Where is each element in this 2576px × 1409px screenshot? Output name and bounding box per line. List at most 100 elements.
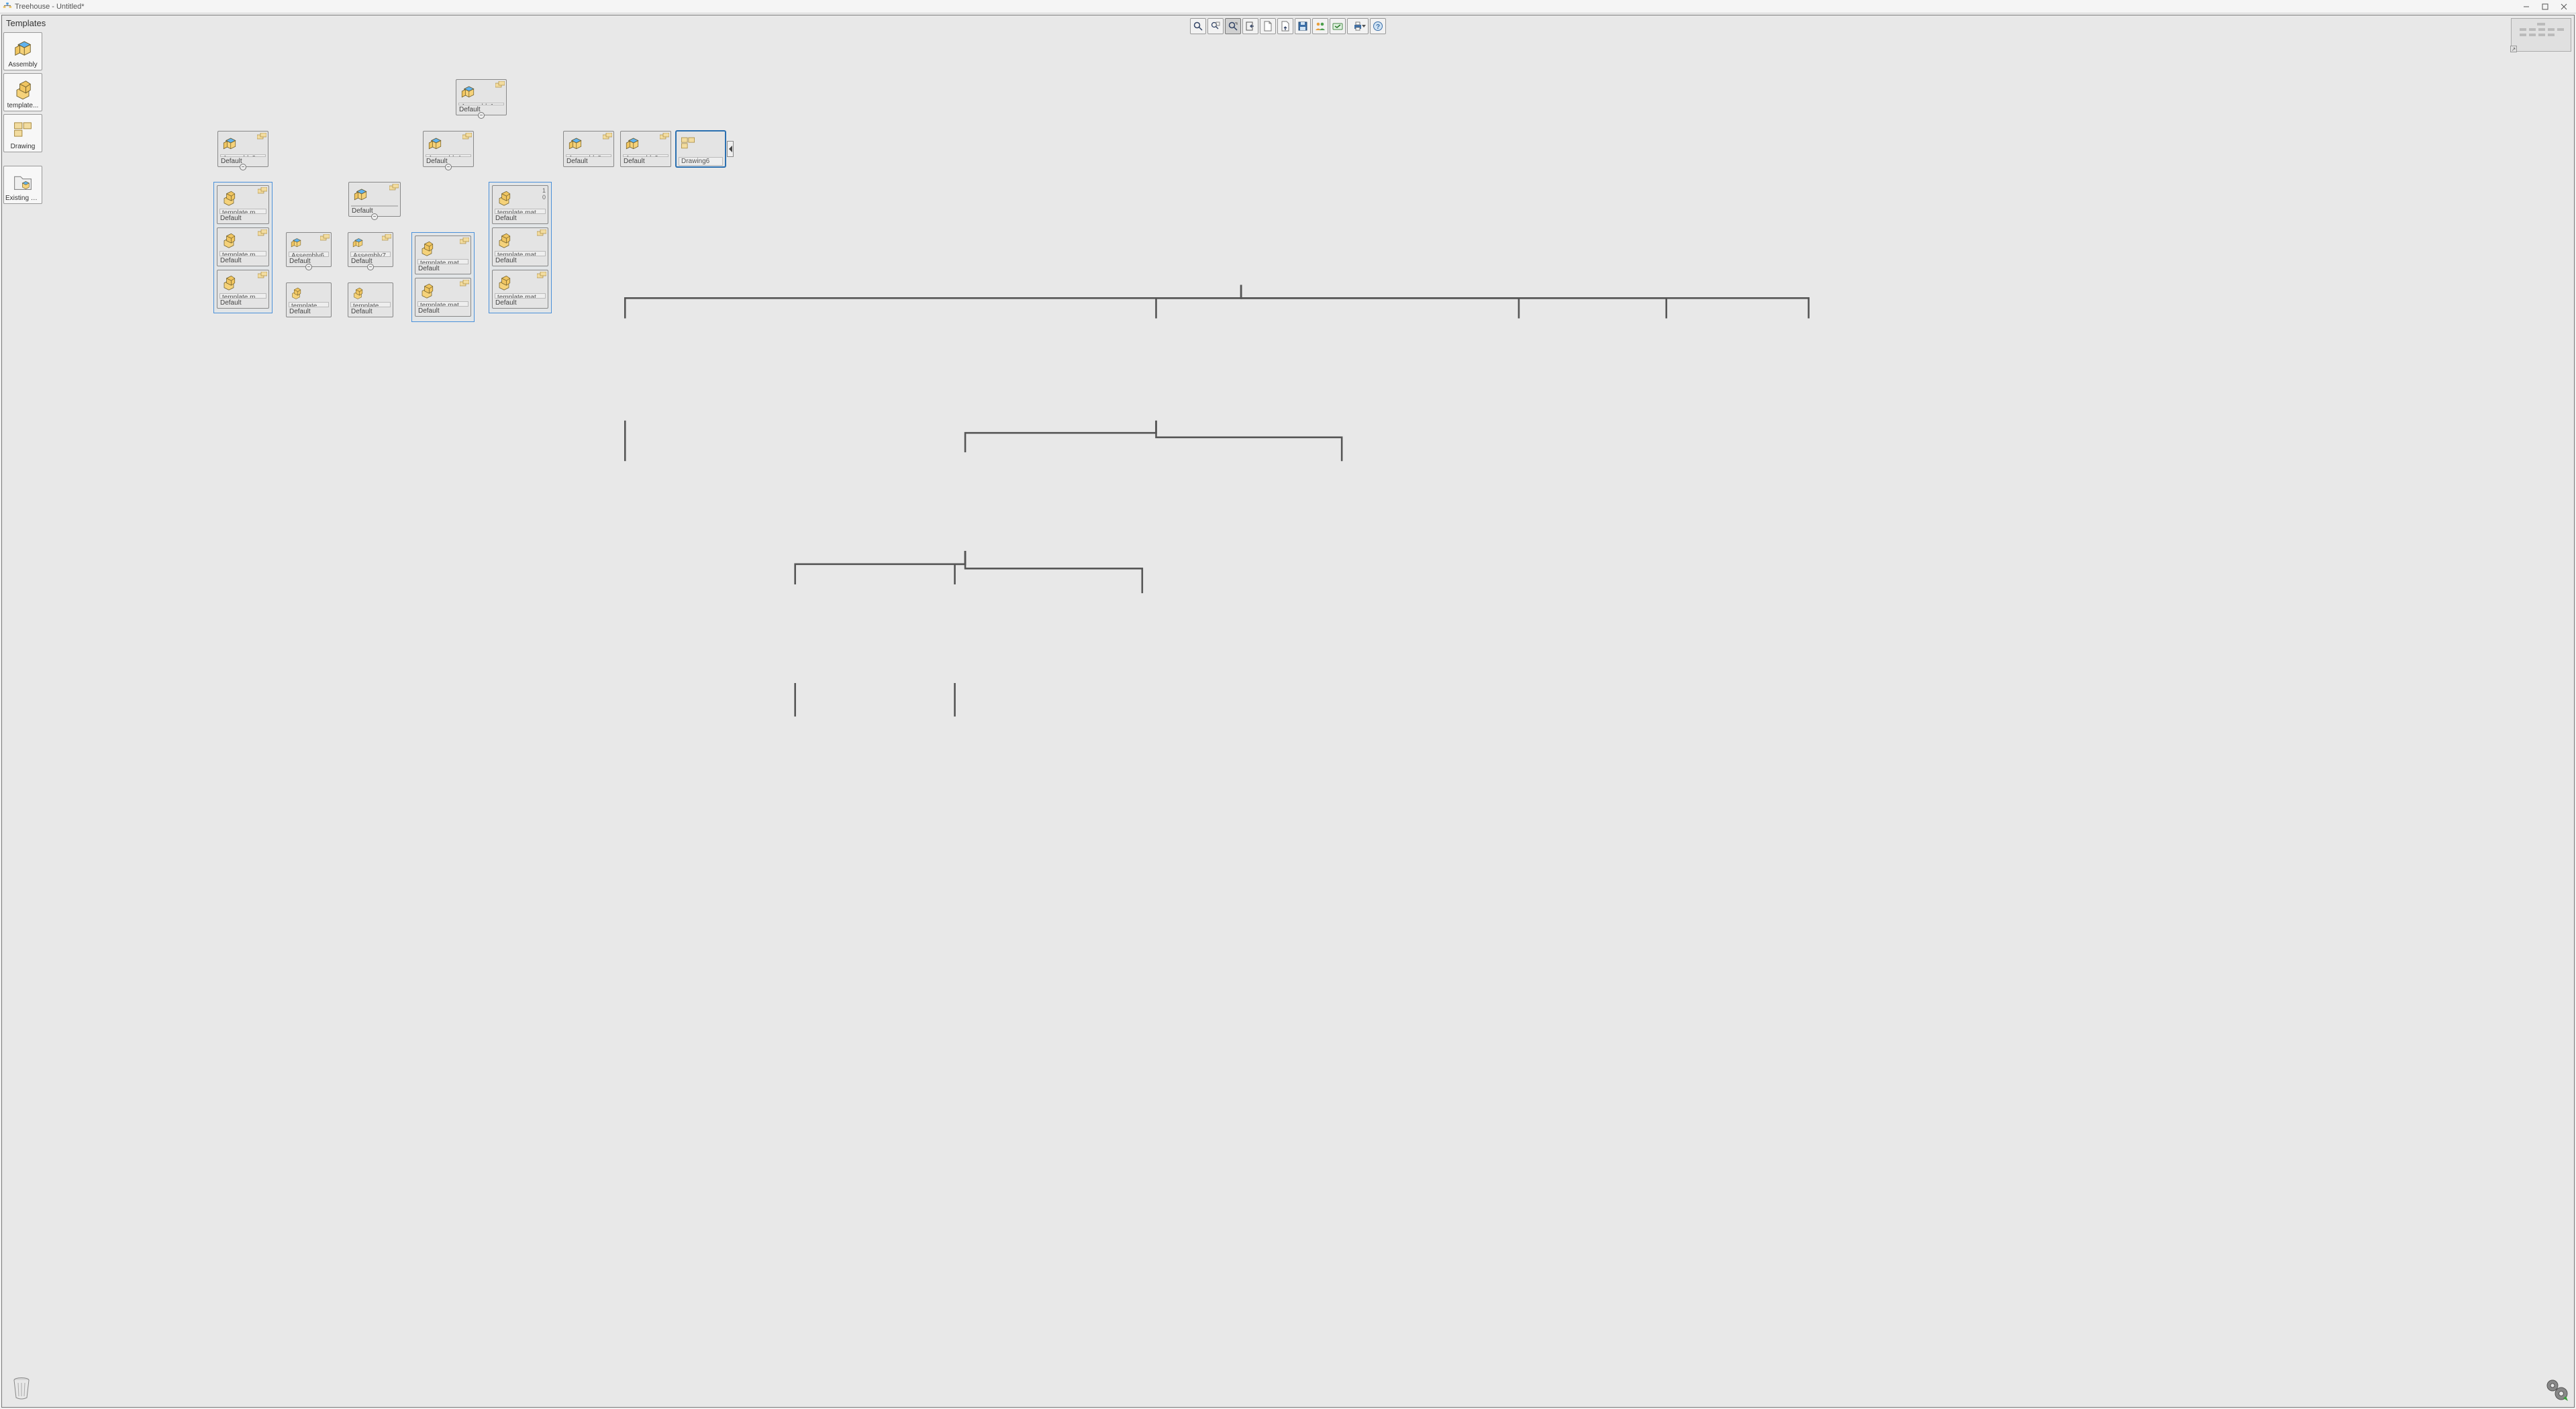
tree-node[interactable]: Assembly9Default <box>620 131 671 167</box>
tree-node[interactable]: Assembly2Default− <box>217 131 268 167</box>
node-config: Default <box>287 308 331 317</box>
part-icon <box>417 280 436 299</box>
assembly-icon <box>426 134 444 152</box>
node-name[interactable]: Assembly5 <box>351 205 398 207</box>
part-icon <box>219 272 238 291</box>
minimize-button[interactable] <box>2517 0 2536 13</box>
close-button[interactable] <box>2555 0 2573 13</box>
edges-layer <box>2 15 2574 1407</box>
drawing-badge-icon <box>382 234 391 241</box>
node-config: Default <box>621 158 671 166</box>
assembly-icon <box>623 134 642 152</box>
workspace[interactable]: Templates Assembly template... Drawing <box>1 15 2575 1408</box>
drawing-badge-icon <box>462 133 472 140</box>
tree-node[interactable]: 10 template material8Default <box>492 185 548 224</box>
node-name[interactable]: Assembly8 <box>566 154 611 157</box>
node-name[interactable]: Assembly6 <box>289 252 329 257</box>
node-name[interactable]: template material7 <box>289 302 329 307</box>
node-name[interactable]: Assembly1 <box>458 103 504 105</box>
node-config: Default <box>564 158 613 166</box>
tree-node[interactable]: template material11Default <box>348 282 393 317</box>
node-config: Default <box>415 307 470 316</box>
assembly-icon <box>289 235 303 250</box>
tree-node[interactable]: Assembly6Default− <box>286 232 332 267</box>
drawing-badge-icon <box>258 229 267 236</box>
node-name[interactable]: Assembly4 <box>426 154 471 157</box>
node-toggle-button[interactable]: − <box>478 112 485 119</box>
node-name[interactable]: template material11 <box>350 302 391 307</box>
node-name[interactable]: template material5 <box>417 259 468 264</box>
tree-node[interactable]: Assembly4Default− <box>423 131 474 167</box>
node-name[interactable]: template material8 <box>495 209 546 214</box>
node-config: Default <box>217 215 268 223</box>
node-config: Default <box>493 215 548 223</box>
part-icon <box>417 238 436 257</box>
part-icon <box>219 188 238 207</box>
app-icon <box>3 2 12 11</box>
drawing-badge-icon <box>320 234 330 241</box>
settings-gears-icon[interactable] <box>2543 1376 2570 1403</box>
node-config: Default <box>493 257 548 266</box>
drawing-badge-icon <box>460 238 469 244</box>
tree-node[interactable]: template material7Default <box>286 282 332 317</box>
tree-node[interactable]: template material2Default <box>217 185 269 224</box>
part-icon <box>495 230 513 249</box>
tree-node[interactable]: template material10Default <box>492 270 548 309</box>
drawing-badge-icon <box>258 187 267 194</box>
node-toggle-button[interactable]: − <box>445 164 452 170</box>
node-name[interactable]: template material4 <box>219 293 266 299</box>
trash-icon[interactable] <box>11 1376 32 1400</box>
drawing-badge-icon <box>537 272 546 278</box>
drawing-badge-icon <box>537 229 546 236</box>
node-config: Default <box>348 308 393 317</box>
tree-node[interactable]: template material4Default <box>217 270 269 309</box>
node-config: Default <box>493 299 548 308</box>
tree-node[interactable]: template material9Default <box>492 227 548 266</box>
assembly-icon <box>350 235 365 250</box>
tree-node[interactable]: template material5Default <box>415 236 471 274</box>
node-config: Default <box>217 299 268 308</box>
node-toggle-button[interactable]: − <box>240 164 246 170</box>
node-config: Default <box>217 257 268 266</box>
window-title: Treehouse - Untitled* <box>15 3 85 11</box>
tree-node[interactable]: Assembly8Default <box>563 131 614 167</box>
assembly-icon <box>458 82 477 101</box>
drawing-badge-icon <box>603 133 612 140</box>
part-icon <box>289 285 303 300</box>
drawing-badge-icon <box>389 184 399 191</box>
node-name[interactable]: template material3 <box>219 251 266 256</box>
drawing-badge-icon <box>258 272 267 278</box>
tree-node[interactable]: Assembly5Default− <box>348 182 401 217</box>
part-icon <box>350 285 365 300</box>
node-name[interactable]: Drawing6 <box>679 157 723 166</box>
drawing-icon <box>679 134 697 152</box>
assembly-icon <box>566 134 585 152</box>
part-icon <box>219 230 238 249</box>
node-name[interactable]: Assembly2 <box>220 154 266 157</box>
assembly-icon <box>351 185 370 203</box>
node-name[interactable]: template material9 <box>495 251 546 256</box>
node-name[interactable]: Assembly9 <box>623 154 668 157</box>
tree-node[interactable]: Drawing6 <box>676 131 726 167</box>
tree-node[interactable]: Assembly7Default− <box>348 232 393 267</box>
node-name[interactable]: template material2 <box>219 209 266 214</box>
node-side-labels: 10 <box>542 188 546 201</box>
node-toggle-button[interactable]: − <box>371 213 378 220</box>
node-name[interactable]: template material6 <box>417 301 468 307</box>
node-name[interactable]: Assembly7 <box>350 252 391 257</box>
part-icon <box>495 272 513 291</box>
canvas[interactable]: Assembly1Default− Assembly2Default− Asse… <box>2 15 2574 1407</box>
node-toggle-button[interactable]: − <box>305 264 312 270</box>
drawing-badge-icon <box>495 81 505 88</box>
drawing-badge-icon <box>660 133 669 140</box>
tree-node[interactable]: template material3Default <box>217 227 269 266</box>
drawing-badge-icon <box>460 280 469 286</box>
assembly-icon <box>220 134 239 152</box>
titlebar: Treehouse - Untitled* <box>0 0 2576 13</box>
tree-node[interactable]: template material6Default <box>415 278 471 317</box>
maximize-button[interactable] <box>2536 0 2555 13</box>
tree-node[interactable]: Assembly1Default− <box>456 79 507 115</box>
collapse-arrow-button[interactable] <box>727 141 734 157</box>
node-name[interactable]: template material10 <box>495 293 546 299</box>
node-toggle-button[interactable]: − <box>367 264 374 270</box>
